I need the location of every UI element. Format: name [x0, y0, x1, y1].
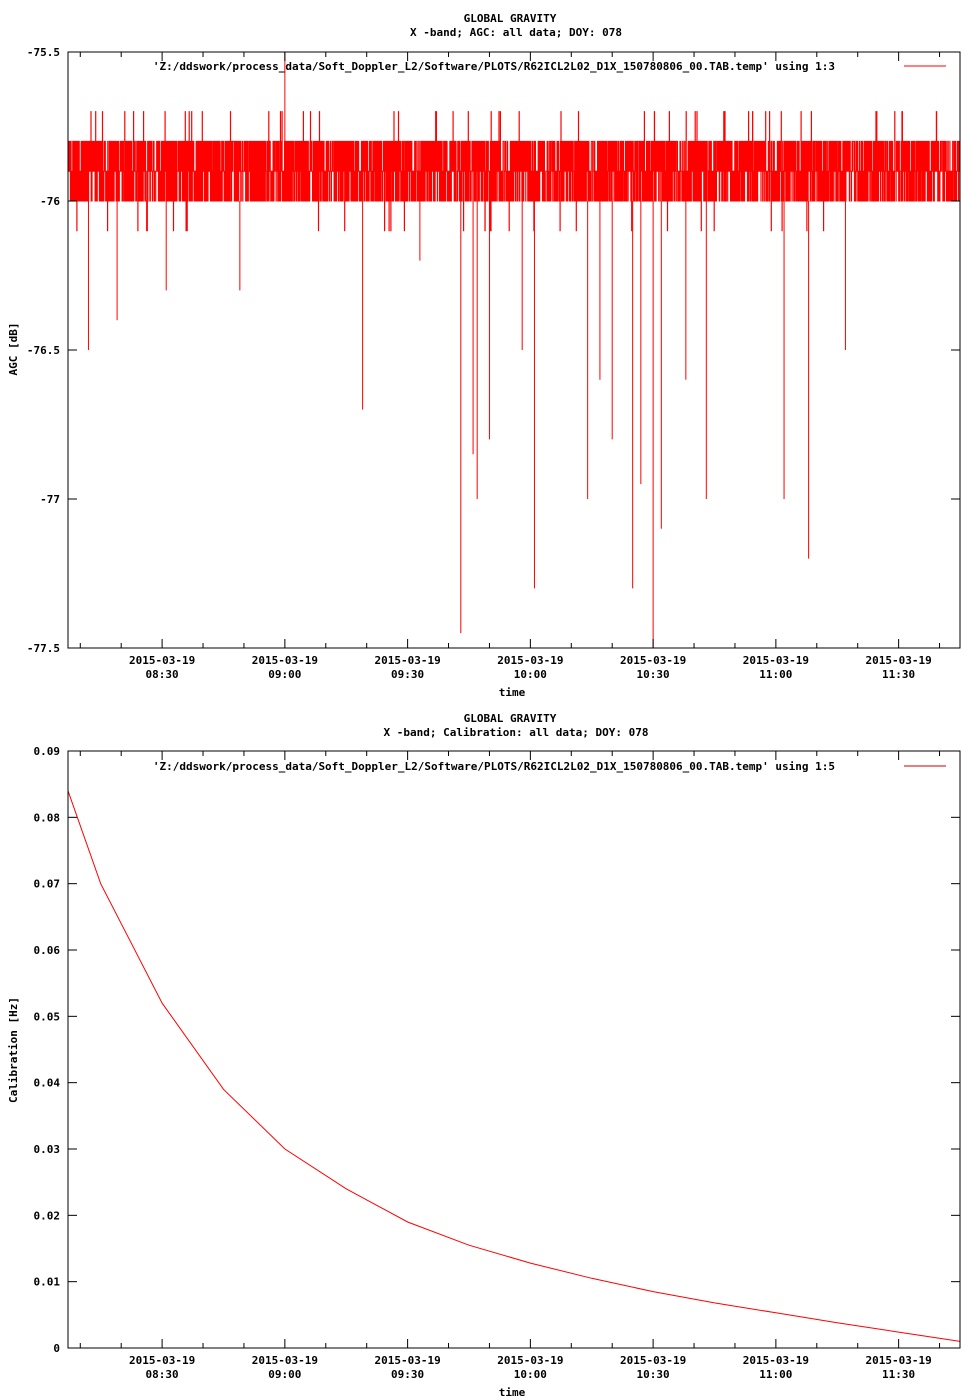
x-tick-date: 2015-03-19 [497, 654, 563, 667]
x-tick-date: 2015-03-19 [620, 654, 686, 667]
x-tick-time: 08:30 [146, 1368, 179, 1381]
x-tick-date: 2015-03-19 [129, 654, 195, 667]
y-tick-label: 0.09 [34, 745, 61, 758]
y-axis-label: AGC [dB] [7, 323, 20, 376]
y-tick-label: 0.02 [34, 1209, 61, 1222]
x-tick-time: 11:30 [882, 668, 915, 681]
chart-title: GLOBAL GRAVITY [464, 12, 557, 25]
calibration-series [67, 790, 961, 1342]
x-tick-time: 11:30 [882, 1368, 915, 1381]
x-tick-time: 10:30 [637, 668, 670, 681]
agc-chart: GLOBAL GRAVITY X -band; AGC: all data; D… [7, 12, 961, 699]
x-tick-date: 2015-03-19 [374, 1354, 440, 1367]
y-tick-label: 0.06 [34, 944, 61, 957]
calibration-axes: 0.09 0.08 0.07 0.06 0.05 0.04 0.03 0.02 0.01 0 201… [34, 745, 960, 1381]
x-axis-label: time [499, 1386, 526, 1399]
y-tick-label: -77.5 [27, 642, 60, 655]
calibration-chart: GLOBAL GRAVITY X -band; Calibration: all… [7, 712, 961, 1399]
y-tick-label: 0.08 [34, 811, 61, 824]
y-tick-label: 0.03 [34, 1143, 61, 1156]
x-tick-time: 10:00 [514, 1368, 547, 1381]
x-tick-date: 2015-03-19 [497, 1354, 563, 1367]
x-tick-time: 10:30 [637, 1368, 670, 1381]
y-tick-label: 0 [53, 1342, 60, 1355]
x-tick-date: 2015-03-19 [252, 654, 318, 667]
x-tick-date: 2015-03-19 [374, 654, 440, 667]
y-tick-label: -75.5 [27, 46, 60, 59]
y-tick-label: 0.07 [34, 878, 61, 891]
plot-frame [67, 750, 961, 1349]
y-tick-label: 0.05 [34, 1010, 61, 1023]
x-tick-date: 2015-03-19 [866, 654, 932, 667]
x-tick-time: 11:00 [759, 1368, 792, 1381]
y-tick-label: -77 [40, 493, 60, 506]
x-tick-time: 09:30 [391, 1368, 424, 1381]
x-tick-date: 2015-03-19 [620, 1354, 686, 1367]
agc-series [67, 52, 961, 648]
legend-label: 'Z:/ddswork/process_data/Soft_Doppler_L2… [153, 760, 835, 773]
x-tick-date: 2015-03-19 [252, 1354, 318, 1367]
agc-axes: -75.5-76-76.5-77-77.52015-03-1908:302015… [27, 46, 960, 681]
chart-subtitle: X -band; Calibration: all data; DOY: 078 [384, 726, 649, 739]
x-axis-label: time [499, 686, 526, 699]
y-tick-label: 0.04 [34, 1077, 61, 1090]
chart-title: GLOBAL GRAVITY [464, 712, 557, 725]
x-tick-time: 10:00 [514, 668, 547, 681]
calibration-line [67, 790, 961, 1342]
y-tick-label: -76 [40, 195, 60, 208]
agc-trace [67, 111, 961, 232]
x-tick-time: 08:30 [146, 668, 179, 681]
x-tick-time: 09:00 [268, 668, 301, 681]
chart-subtitle: X -band; AGC: all data; DOY: 078 [410, 26, 622, 39]
y-tick-label: 0.01 [34, 1276, 61, 1289]
x-tick-time: 11:00 [759, 668, 792, 681]
legend-label: 'Z:/ddswork/process_data/Soft_Doppler_L2… [153, 60, 835, 73]
y-tick-label: -76.5 [27, 344, 60, 357]
y-axis-label: Calibration [Hz] [7, 997, 20, 1103]
x-tick-time: 09:00 [268, 1368, 301, 1381]
x-tick-date: 2015-03-19 [129, 1354, 195, 1367]
x-tick-date: 2015-03-19 [743, 1354, 809, 1367]
x-tick-date: 2015-03-19 [743, 654, 809, 667]
x-tick-date: 2015-03-19 [866, 1354, 932, 1367]
x-tick-time: 09:30 [391, 668, 424, 681]
plot-frame [67, 51, 961, 649]
